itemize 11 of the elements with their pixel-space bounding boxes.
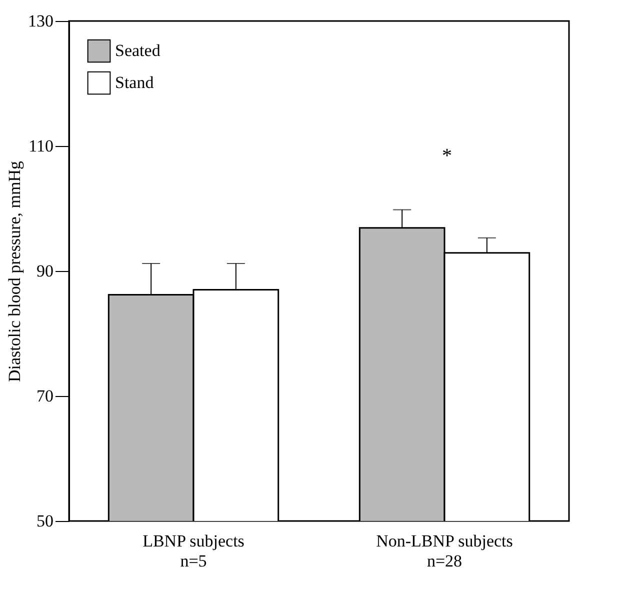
y-axis-title: Diastolic blood pressure, mmHg — [5, 160, 24, 382]
y-tick-label: 130 — [28, 12, 54, 30]
y-tick-label: 90 — [36, 262, 54, 280]
legend-label: Stand — [115, 73, 154, 92]
x-tick-label: Non-LBNP subjects n=28 — [376, 532, 513, 570]
y-tick-label: 70 — [36, 386, 54, 406]
y-tick-label: 50 — [36, 512, 54, 530]
x-tick-label: LBNP subjects n=5 — [142, 532, 244, 570]
legend-label: Seated — [115, 41, 161, 60]
annotation: * — [442, 145, 452, 167]
y-tick-label: 110 — [28, 136, 54, 156]
